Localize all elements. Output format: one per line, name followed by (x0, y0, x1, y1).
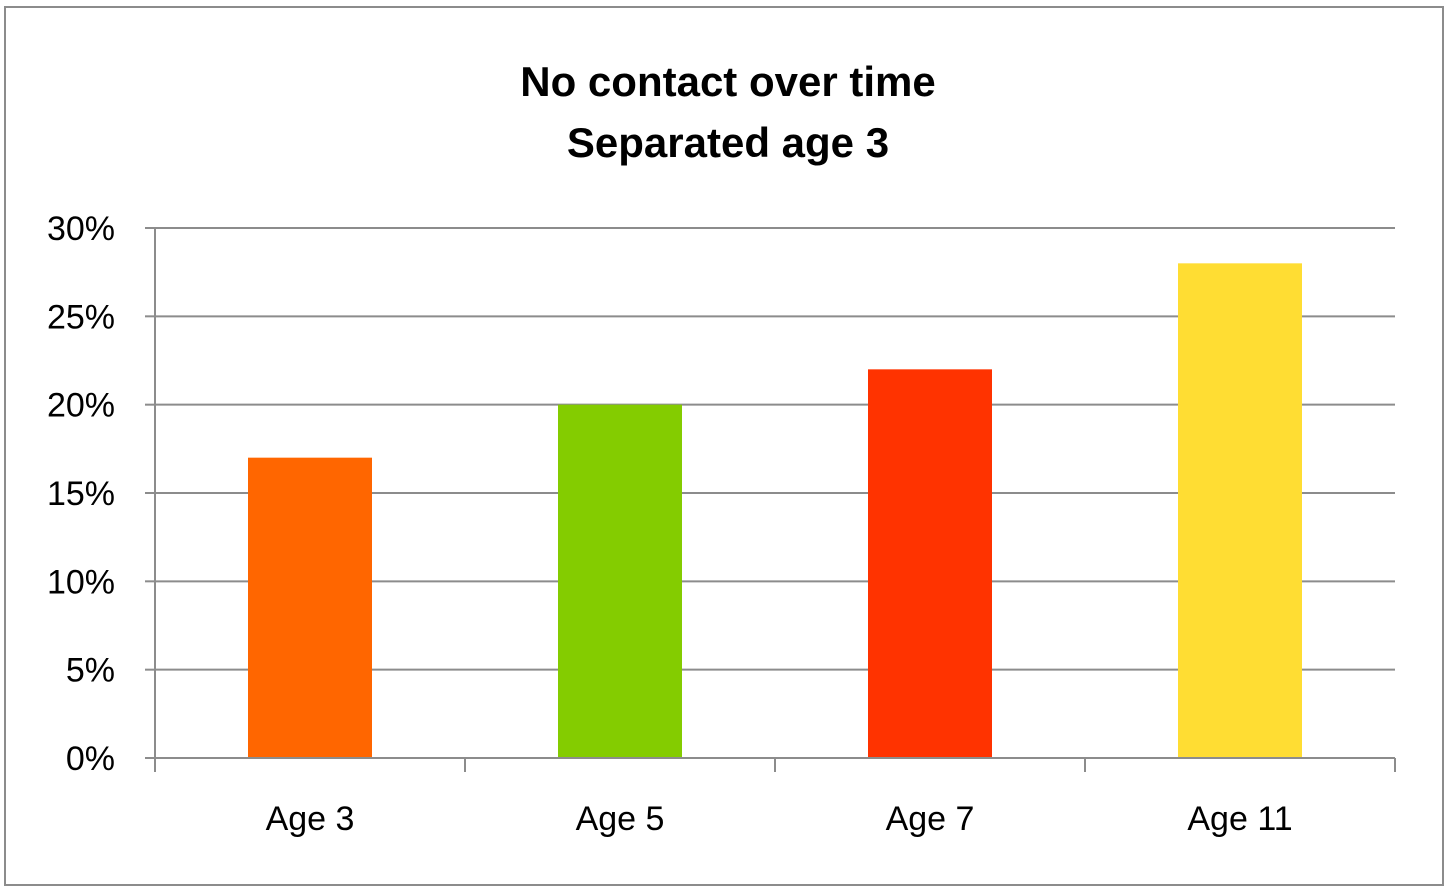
y-tick-label: 5% (66, 652, 115, 690)
y-tick-label: 15% (47, 475, 115, 513)
y-tick-label: 20% (47, 387, 115, 425)
x-tick-label: Age 3 (266, 800, 355, 838)
bar-age-11 (1178, 263, 1302, 758)
x-tick-label: Age 7 (886, 800, 975, 838)
y-tick-label: 30% (47, 210, 115, 248)
chart-title-line-2: Separated age 3 (567, 119, 889, 166)
x-tick-label: Age 11 (1187, 800, 1292, 838)
bar-age-5 (558, 404, 682, 758)
bar-chart: No contact over time Separated age 3 0% 5… (47, 58, 1396, 838)
chart-title-line-1: No contact over time (520, 58, 935, 105)
x-tick-label: Age 5 (576, 800, 665, 838)
bar-age-3 (248, 457, 372, 758)
y-tick-label: 0% (66, 740, 115, 778)
y-tick-label: 25% (47, 298, 115, 336)
y-tick-label: 10% (47, 563, 115, 601)
bar-age-7 (868, 369, 992, 758)
